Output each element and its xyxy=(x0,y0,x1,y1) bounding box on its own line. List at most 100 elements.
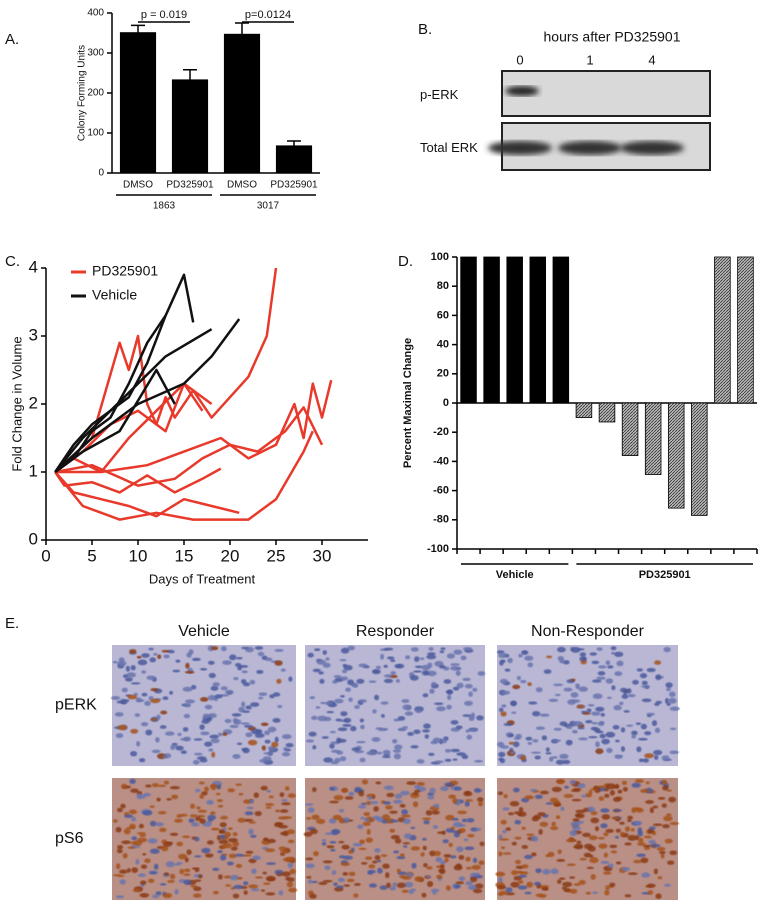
cell xyxy=(235,853,244,857)
y-tick-label: 0 xyxy=(98,168,104,179)
cell xyxy=(393,850,399,854)
cell xyxy=(205,853,214,858)
panel-label: D. xyxy=(398,253,413,270)
column-label: Non-Responder xyxy=(531,623,645,640)
cell xyxy=(265,892,276,896)
cell xyxy=(635,808,644,813)
cell xyxy=(322,879,333,883)
cell xyxy=(653,749,663,756)
cell xyxy=(453,822,463,828)
cell xyxy=(383,801,391,805)
cell xyxy=(403,845,408,848)
cell xyxy=(478,801,483,807)
cell xyxy=(115,733,124,739)
micrograph xyxy=(112,778,298,900)
band xyxy=(505,86,539,96)
cell xyxy=(614,671,623,677)
cell xyxy=(288,676,293,682)
cell xyxy=(241,701,246,708)
cell xyxy=(395,679,400,683)
micrograph xyxy=(495,778,680,900)
cell xyxy=(465,856,471,862)
cell xyxy=(208,672,216,679)
cell xyxy=(434,850,441,857)
y-tick-label: -20 xyxy=(433,426,449,438)
cell xyxy=(119,869,128,874)
cell xyxy=(211,827,220,831)
cell xyxy=(462,714,472,717)
cell xyxy=(120,803,126,809)
cell xyxy=(207,660,215,665)
cell xyxy=(566,863,576,867)
cell xyxy=(577,783,586,789)
cell xyxy=(654,755,659,760)
y-tick-label: -40 xyxy=(433,455,449,467)
cell xyxy=(247,739,258,746)
cell xyxy=(404,833,412,839)
cell xyxy=(557,779,565,785)
cell xyxy=(375,665,381,670)
cell xyxy=(245,705,252,710)
cell xyxy=(399,875,408,879)
cell xyxy=(191,657,201,662)
cell xyxy=(444,858,449,863)
cell xyxy=(217,850,223,854)
cell xyxy=(623,710,630,713)
cell xyxy=(332,829,341,835)
y-tick-label: 100 xyxy=(87,128,104,139)
row-label: pS6 xyxy=(55,830,84,847)
cell xyxy=(597,721,605,727)
cell xyxy=(640,857,649,864)
cell xyxy=(627,694,636,698)
cell xyxy=(464,800,470,807)
cell xyxy=(245,732,253,738)
cell xyxy=(188,818,195,823)
cell xyxy=(254,811,262,817)
cell xyxy=(639,673,648,679)
cell xyxy=(152,894,160,899)
cell xyxy=(521,650,528,655)
cell xyxy=(346,878,355,883)
cell xyxy=(229,874,240,881)
cell xyxy=(539,713,550,717)
cell xyxy=(632,679,639,685)
cell xyxy=(420,852,425,857)
cell xyxy=(427,881,434,887)
cell xyxy=(613,797,621,802)
cell xyxy=(309,828,318,835)
y-tick-label: 40 xyxy=(437,339,449,351)
cell xyxy=(115,826,122,833)
cell xyxy=(117,724,128,731)
cell xyxy=(661,755,670,761)
cell xyxy=(621,780,628,786)
cell xyxy=(619,821,625,825)
cell xyxy=(423,863,428,868)
cell xyxy=(666,789,672,792)
cell xyxy=(204,704,213,710)
x-axis-label: Days of Treatment xyxy=(149,571,256,586)
cell xyxy=(345,687,351,692)
cell xyxy=(572,729,578,734)
cell xyxy=(563,687,573,692)
cell xyxy=(620,831,625,836)
cell xyxy=(450,830,460,834)
cell xyxy=(527,682,532,687)
cell xyxy=(551,821,556,827)
cell xyxy=(383,664,388,669)
cell xyxy=(241,670,248,674)
cell xyxy=(253,792,259,798)
group-label: 3017 xyxy=(257,201,280,212)
cell xyxy=(336,737,342,744)
cell xyxy=(422,817,432,821)
y-tick-label: 20 xyxy=(437,368,449,380)
cell xyxy=(142,810,153,816)
cell xyxy=(175,745,184,751)
cell xyxy=(243,890,248,895)
cell xyxy=(287,877,295,882)
cell xyxy=(265,803,274,807)
y-tick-label: 200 xyxy=(87,88,104,99)
lane-label: 0 xyxy=(516,52,523,67)
cell xyxy=(144,858,151,864)
cell xyxy=(149,871,157,875)
cell xyxy=(241,646,249,650)
